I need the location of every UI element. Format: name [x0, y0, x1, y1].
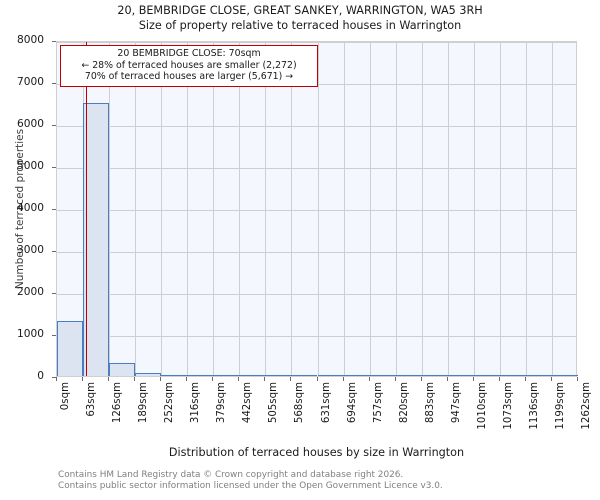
- x-tick-label: 568sqm: [294, 382, 306, 424]
- y-tick-mark: [52, 251, 56, 252]
- chart-title-block: 20, BEMBRIDGE CLOSE, GREAT SANKEY, WARRI…: [0, 3, 600, 33]
- histogram-bar: [213, 374, 240, 376]
- y-tick-label: 1000: [17, 328, 44, 340]
- property-annotation-box: 20 BEMBRIDGE CLOSE: 70sqm ← 28% of terra…: [60, 45, 318, 87]
- histogram-bars: [57, 42, 578, 376]
- x-tick-mark: [134, 377, 136, 381]
- y-tick-mark: [52, 41, 56, 42]
- histogram-bar: [239, 374, 266, 376]
- annotation-line-2: ← 28% of terraced houses are smaller (2,…: [81, 59, 297, 71]
- x-tick-mark: [472, 377, 474, 381]
- y-tick-label: 2000: [17, 286, 44, 298]
- y-tick-label: 6000: [17, 118, 44, 130]
- y-tick-mark: [52, 167, 56, 168]
- x-tick-label: 947sqm: [450, 382, 462, 424]
- x-tick-label: 0sqm: [60, 382, 71, 411]
- y-tick-mark: [52, 335, 56, 336]
- x-tick-mark: [186, 377, 188, 381]
- x-axis-title: Distribution of terraced houses by size …: [168, 446, 465, 459]
- histogram-bar: [57, 320, 83, 376]
- y-tick-mark: [52, 293, 56, 294]
- footer-line-1: Contains HM Land Registry data © Crown c…: [58, 470, 404, 480]
- x-tick-mark: [316, 377, 318, 381]
- histogram-bar: [499, 374, 526, 376]
- chart-subtitle: Size of property relative to terraced ho…: [138, 19, 462, 32]
- x-tick-label: 189sqm: [138, 382, 150, 424]
- x-tick-mark: [108, 377, 110, 381]
- x-tick-mark: [394, 377, 396, 381]
- x-tick-label: 379sqm: [216, 382, 228, 424]
- plot-area: [56, 41, 578, 377]
- x-tick-label: 757sqm: [372, 382, 384, 424]
- x-tick-label: 63sqm: [86, 382, 97, 417]
- x-tick-label: 883sqm: [424, 382, 436, 424]
- y-tick-mark: [52, 125, 56, 126]
- histogram-bar: [343, 374, 370, 376]
- x-tick-mark: [238, 377, 240, 381]
- histogram-bar: [135, 373, 162, 376]
- x-tick-mark: [264, 377, 266, 381]
- x-tick-mark: [82, 377, 83, 381]
- x-tick-label: 694sqm: [346, 382, 358, 424]
- y-tick-label: 4000: [17, 202, 44, 214]
- y-tick-label: 7000: [17, 76, 44, 88]
- x-tick-mark: [56, 377, 57, 381]
- footer-line-2: Contains public sector information licen…: [58, 480, 443, 491]
- histogram-bar: [473, 374, 500, 376]
- histogram-bar: [265, 374, 292, 376]
- x-tick-mark: [420, 377, 422, 381]
- histogram-bar: [447, 374, 474, 376]
- y-tick-label: 5000: [17, 160, 44, 172]
- x-tick-label: 1199sqm: [554, 382, 566, 430]
- y-tick-mark: [52, 83, 56, 84]
- x-tick-label: 820sqm: [398, 382, 410, 424]
- x-tick-label: 126sqm: [112, 382, 124, 424]
- x-tick-label: 1010sqm: [476, 382, 488, 430]
- histogram-bar: [525, 374, 552, 376]
- histogram-bar: [551, 374, 578, 376]
- y-tick-label: 8000: [17, 34, 44, 46]
- x-tick-mark: [577, 377, 578, 381]
- histogram-bar: [369, 374, 396, 376]
- histogram-bar: [395, 374, 422, 376]
- histogram-bar: [291, 374, 318, 376]
- x-tick-label: 631sqm: [320, 382, 332, 424]
- x-tick-mark: [368, 377, 370, 381]
- property-size-marker-line: [85, 42, 88, 376]
- attribution-footer: Contains HM Land Registry data © Crown c…: [58, 470, 443, 492]
- y-tick-mark: [52, 377, 56, 378]
- x-tick-label: 316sqm: [190, 382, 202, 424]
- page-title: 20, BEMBRIDGE CLOSE, GREAT SANKEY, WARRI…: [117, 4, 483, 17]
- x-tick-mark: [446, 377, 448, 381]
- y-tick-label: 3000: [17, 244, 44, 256]
- histogram-bar: [161, 374, 188, 376]
- annotation-line-1: 20 BEMBRIDGE CLOSE: 70sqm: [117, 48, 261, 59]
- x-tick-mark: [290, 377, 292, 381]
- y-tick-label: 0: [37, 370, 44, 382]
- x-tick-label: 442sqm: [242, 382, 254, 424]
- annotation-line-3: 70% of terraced houses are larger (5,671…: [84, 71, 294, 83]
- x-tick-label: 1262sqm: [581, 382, 592, 430]
- x-tick-mark: [524, 377, 526, 381]
- y-tick-mark: [52, 209, 56, 210]
- histogram-bar: [187, 374, 214, 376]
- histogram-bar: [421, 374, 448, 376]
- x-tick-mark: [498, 377, 500, 381]
- x-tick-mark: [342, 377, 344, 381]
- histogram-bar: [109, 362, 136, 376]
- x-tick-label: 505sqm: [268, 382, 280, 424]
- x-tick-mark: [550, 377, 552, 381]
- x-tick-mark: [212, 377, 214, 381]
- x-tick-label: 252sqm: [164, 382, 176, 424]
- x-tick-label: 1073sqm: [502, 382, 514, 430]
- x-tick-mark: [160, 377, 162, 381]
- histogram-bar: [317, 374, 344, 376]
- x-tick-label: 1136sqm: [528, 382, 540, 430]
